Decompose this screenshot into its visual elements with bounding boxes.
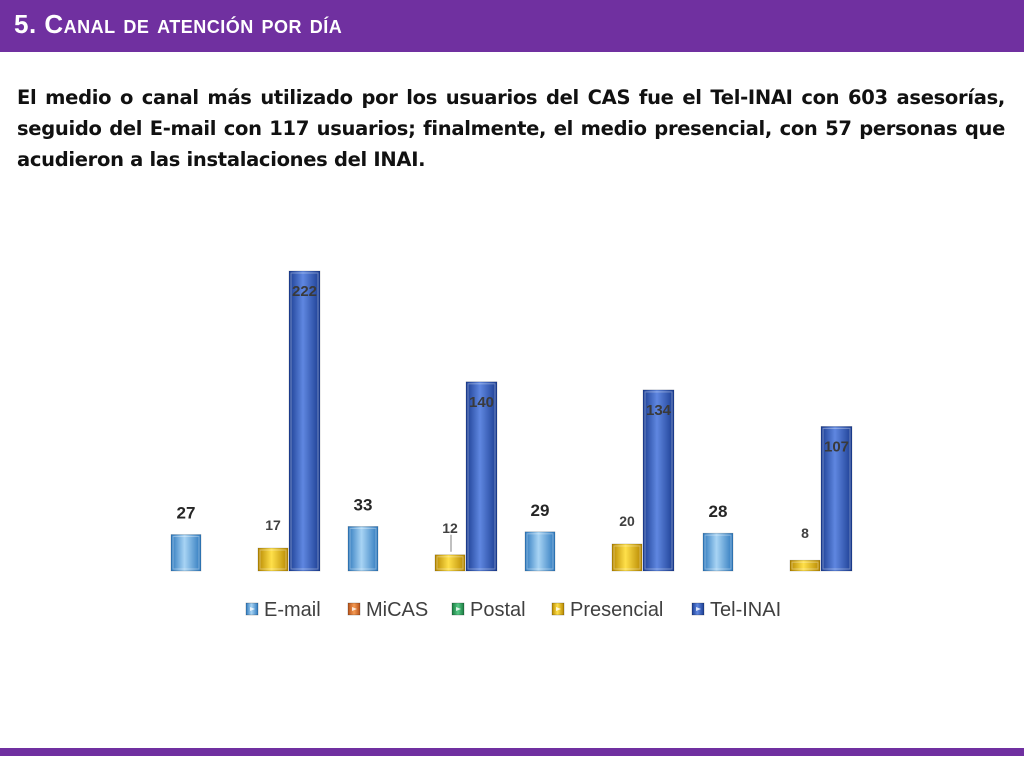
bar-email-1 bbox=[170, 534, 202, 572]
bar-telinai-3 bbox=[642, 389, 675, 572]
data-label-presencial-1: 17 bbox=[265, 517, 281, 533]
legend-item-postal: Postal bbox=[451, 599, 526, 621]
legend-label-email: E-mail bbox=[264, 599, 321, 621]
labels-layer: 27 33 29 28 17 12 20 8 222 140 134 107 bbox=[177, 283, 849, 552]
data-label-telinai-3: 134 bbox=[646, 402, 672, 419]
legend-item-telinai: Tel-INAI bbox=[691, 599, 781, 621]
data-label-telinai-1: 222 bbox=[292, 283, 317, 300]
bar-email-2 bbox=[347, 526, 379, 572]
body-paragraph: El medio o canal más utilizado por los u… bbox=[17, 86, 1005, 171]
legend-item-email: E-mail bbox=[245, 599, 321, 621]
chart: 27 33 29 28 17 12 20 8 222 140 134 107 E-mail MiCAS P… bbox=[170, 270, 853, 621]
legend-label-presencial: Presencial bbox=[570, 599, 663, 621]
data-label-email-3: 29 bbox=[531, 501, 550, 520]
legend-item-micas: MiCAS bbox=[347, 599, 428, 621]
legend-item-presencial: Presencial bbox=[551, 599, 663, 621]
bar-presencial-2 bbox=[434, 554, 466, 572]
data-label-presencial-2: 12 bbox=[442, 520, 458, 536]
data-label-presencial-3: 20 bbox=[619, 513, 635, 529]
data-label-telinai-4: 107 bbox=[824, 438, 849, 455]
legend-label-telinai: Tel-INAI bbox=[710, 599, 781, 621]
bar-presencial-4 bbox=[789, 559, 821, 572]
data-label-email-4: 28 bbox=[709, 502, 728, 521]
data-label-email-1: 27 bbox=[177, 504, 196, 523]
bar-telinai-1 bbox=[288, 270, 321, 572]
chart-legend: E-mail MiCAS Postal Presencial Tel-INAI bbox=[245, 599, 781, 621]
bars-layer bbox=[170, 270, 853, 572]
bar-email-3 bbox=[524, 531, 556, 572]
bar-telinai-2 bbox=[465, 381, 498, 572]
page-title: 5. Canal de atención por día bbox=[14, 9, 343, 39]
legend-label-micas: MiCAS bbox=[366, 599, 428, 621]
bar-email-4 bbox=[702, 532, 734, 572]
data-label-telinai-2: 140 bbox=[469, 394, 494, 411]
bar-presencial-1 bbox=[257, 547, 289, 572]
legend-label-postal: Postal bbox=[470, 599, 526, 621]
data-label-email-2: 33 bbox=[354, 495, 373, 514]
bar-telinai-4 bbox=[820, 426, 853, 572]
bar-presencial-3 bbox=[611, 543, 643, 572]
header-bar: 5. Canal de atención por día bbox=[0, 0, 1024, 52]
data-label-presencial-4: 8 bbox=[801, 525, 809, 541]
bottom-bar bbox=[0, 748, 1024, 756]
